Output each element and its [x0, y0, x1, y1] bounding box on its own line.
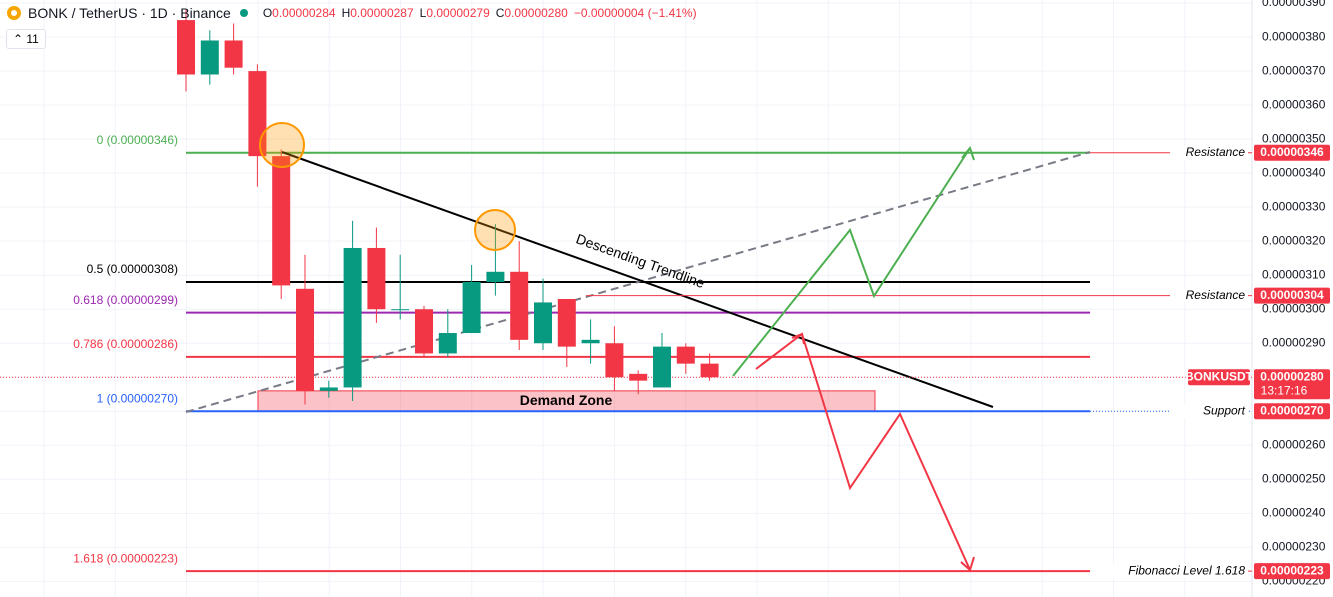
candle-body	[438, 333, 457, 354]
y-tick-label: 0.00000320	[1262, 233, 1326, 247]
candle-body	[676, 346, 695, 364]
fib-label: 0 (0.00000346)	[97, 133, 178, 147]
indicator-toggle[interactable]: ⌃ 11	[6, 29, 46, 49]
candle-body	[653, 346, 671, 388]
tag-name-bg	[1170, 145, 1248, 160]
y-tick-label: 0.00000390	[1262, 0, 1326, 9]
candle-body	[343, 247, 362, 388]
symbol[interactable]: BONK / TetherUS · 1D · Binance	[28, 5, 231, 21]
candle-body	[557, 299, 576, 347]
highlight	[474, 209, 516, 251]
fib-label: 1 (0.00000270)	[97, 391, 178, 405]
countdown: 13:17:16	[1261, 383, 1308, 397]
y-tick-label: 0.00000340	[1262, 165, 1326, 179]
candle-body	[700, 363, 719, 378]
ohlc-value: 0.00000280	[504, 6, 568, 20]
header: BONK / TetherUS · 1D · Binance O 0.000002…	[6, 5, 697, 21]
y-tick-label: 0.00000330	[1262, 199, 1326, 213]
status-dot	[239, 9, 248, 17]
indicator-count: 11	[26, 32, 39, 46]
descending-trendline	[281, 151, 994, 408]
fib-label: 1.618 (0.00000223)	[73, 551, 178, 565]
tag-name: Fibonacci Level 1.618	[1128, 563, 1245, 577]
ohlc-key: O	[262, 6, 273, 20]
ohlc-value: 0.00000284	[272, 6, 336, 20]
bear-projection	[755, 332, 971, 571]
tag-name: Resistance	[1186, 145, 1246, 159]
candle-body	[605, 343, 624, 378]
y-tick-label: 0.00000290	[1262, 335, 1326, 349]
candle-body	[367, 247, 386, 310]
y-tick-label: 0.00000300	[1262, 301, 1326, 315]
fib-label: 0.5 (0.00000308)	[87, 262, 178, 276]
candle-body	[296, 288, 314, 391]
y-tick-label: 0.00000310	[1262, 267, 1326, 281]
y-tick-label: 0.00000250	[1262, 471, 1326, 485]
price-tag-box	[1254, 403, 1330, 420]
bull-projection	[732, 147, 971, 377]
highlight	[259, 122, 305, 168]
bull-arrowhead	[961, 145, 975, 161]
price-tag-label: 0.00000280	[1260, 369, 1324, 383]
change: −0.00000004 (−1.41%)	[573, 6, 697, 20]
bear-arrowhead	[960, 556, 975, 572]
tag-name-bg	[1170, 404, 1248, 419]
y-tick-label: 0.00000240	[1262, 505, 1326, 519]
candle-body	[534, 302, 552, 344]
candle-body	[581, 339, 600, 344]
fib-label: 0.786 (0.00000286)	[73, 337, 178, 351]
candle-body	[510, 271, 529, 340]
candle-body	[177, 20, 195, 75]
candle-body	[391, 309, 410, 311]
price-tag-box	[1254, 369, 1330, 400]
tag-name-bg	[1170, 288, 1248, 303]
price-tag-box	[1254, 563, 1330, 580]
candle-body	[319, 387, 338, 391]
bear-arrowhead	[791, 332, 805, 345]
ohlc: O 0.00000284 H 0.00000287 L 0.00000279 C 0.0000…	[257, 6, 568, 20]
y-tick-label: 0.00000260	[1262, 437, 1326, 451]
candle-body	[629, 373, 648, 381]
price-tag-label: 0.00000270	[1260, 403, 1324, 417]
tag-name-bg	[1090, 564, 1248, 579]
ohlc-key: C	[495, 6, 505, 20]
candle-body	[462, 282, 481, 334]
price-tag-box	[1254, 144, 1330, 161]
candle-body	[415, 309, 433, 354]
symbol-tag: BONKUSDT	[1185, 369, 1254, 383]
demand-zone-label: Demand Zone	[520, 392, 613, 408]
price-tag-label: 0.00000346	[1260, 145, 1324, 159]
ohlc-key: H	[341, 6, 351, 20]
symbol-tag-box	[1188, 369, 1250, 386]
y-tick-label: 0.00000380	[1262, 29, 1326, 43]
logo	[7, 6, 21, 20]
tag-name: Support	[1203, 403, 1246, 417]
y-tick-label: 0.00000350	[1262, 131, 1326, 145]
candle-body	[224, 40, 243, 68]
fib-label: 0.618 (0.00000299)	[73, 293, 178, 307]
tag-name: Resistance	[1186, 288, 1246, 302]
candle-body	[200, 40, 219, 75]
y-tick-label: 0.00000230	[1262, 540, 1326, 554]
y-tick-label: 0.00000360	[1262, 97, 1326, 111]
candle-body	[272, 156, 291, 286]
price-tag-box	[1254, 287, 1330, 304]
ohlc-key: L	[419, 6, 427, 20]
y-tick-label: 0.00000370	[1262, 63, 1326, 77]
price-tag-label: 0.00000223	[1260, 563, 1324, 577]
ohlc-value: 0.00000279	[426, 6, 490, 20]
price-tag-label: 0.00000304	[1260, 288, 1324, 302]
candle-body	[486, 271, 505, 283]
ohlc-value: 0.00000287	[350, 6, 414, 20]
